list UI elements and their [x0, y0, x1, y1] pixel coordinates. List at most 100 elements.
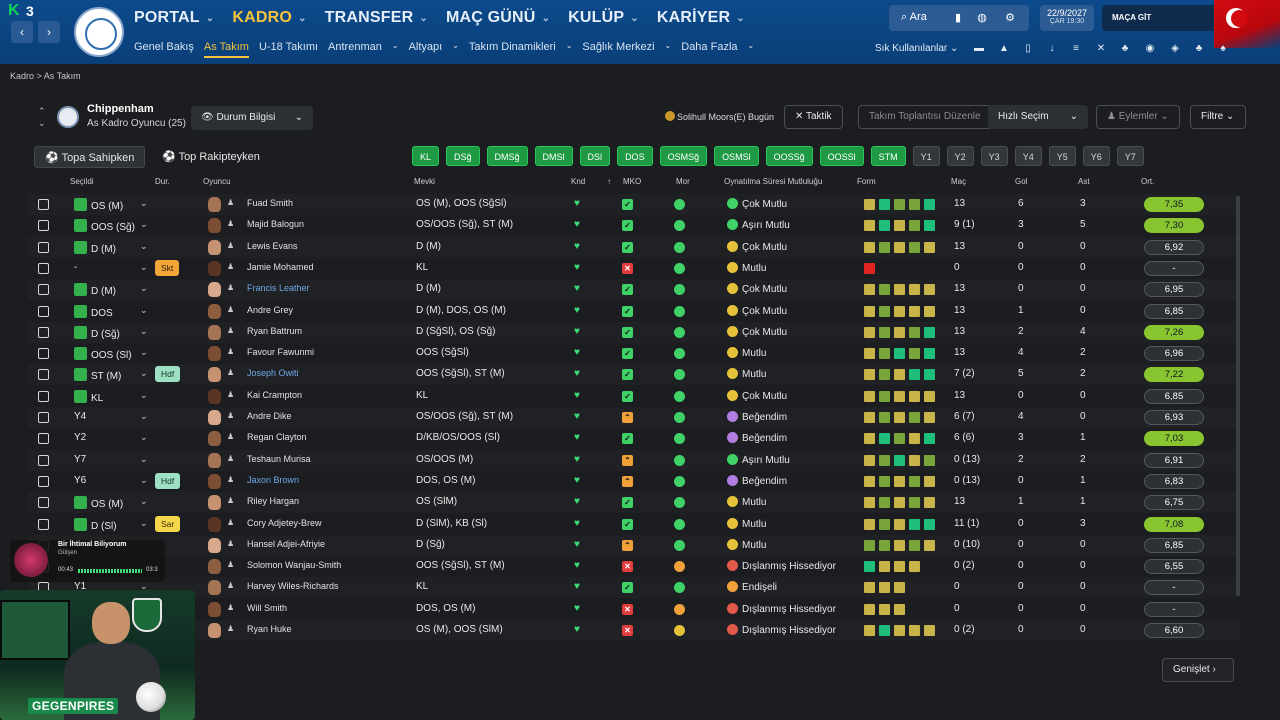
team-icon[interactable]: ♣	[1121, 43, 1129, 54]
player-name[interactable]: Regan Clayton	[247, 432, 307, 443]
actions-dropdown[interactable]: ♟ Eylemler ⌄	[1096, 105, 1180, 129]
position-filter-chip[interactable]: OOSSl	[819, 146, 864, 166]
position-filter-chip[interactable]: OOSSğ	[765, 146, 813, 166]
select-checkbox[interactable]	[38, 497, 49, 509]
globe-icon[interactable]: ◍	[977, 12, 987, 24]
selection-cell[interactable]: Y2	[74, 432, 86, 443]
position-filter-chip[interactable]: DMSl	[534, 146, 573, 166]
select-checkbox[interactable]	[38, 348, 49, 360]
chevron-down-icon[interactable]: ⌄	[140, 581, 148, 592]
nav-transfer[interactable]: TRANSFER ⌄	[325, 9, 428, 27]
selection-cell[interactable]: DOS	[74, 304, 113, 319]
player-name[interactable]: Lewis Evans	[247, 240, 298, 251]
badge-icon[interactable]: ◉	[1145, 43, 1155, 54]
nav-ma-g-n-[interactable]: MAÇ GÜNÜ ⌄	[446, 9, 550, 27]
table-row[interactable]: ST (M) ⌄ Hdf ♟ Joseph Owiti OOS (SğSl), ST (M…	[28, 364, 1240, 386]
subnav-item[interactable]: Altyapı	[408, 41, 443, 53]
selection-cell[interactable]: Y4	[74, 411, 86, 422]
position-filter-chip[interactable]: Y3	[980, 146, 1008, 166]
tactics-icon[interactable]: ✕	[1096, 43, 1106, 54]
chevron-down-icon[interactable]: ⌄	[140, 517, 148, 528]
group-icon[interactable]: ♣	[1195, 43, 1203, 54]
position-filter-chip[interactable]: Y7	[1116, 146, 1144, 166]
col-goals[interactable]: Gol	[1015, 177, 1028, 186]
table-row[interactable]: Y2 ⌄ ♟ Regan Clayton D/KB/OS/OOS (Sl) ♥ ✓ Beğen…	[28, 428, 1240, 449]
quick-select-button[interactable]: Hızlı Seçim ⌄	[988, 105, 1088, 129]
expand-button[interactable]: Genişlet ›	[1162, 658, 1234, 682]
position-filter-chip[interactable]: KL	[412, 146, 440, 166]
table-row[interactable]: Y6 ⌄ Hdf ♟ Jaxon Brown DOS, OS (M) ♥ ⌃ Beğendim 0…	[28, 471, 1240, 492]
player-name[interactable]: Will Smith	[247, 602, 287, 613]
selection-cell[interactable]: OOS (Sl)	[74, 347, 132, 361]
team-meeting-button[interactable]: Takım Toplantısı Düzenle	[858, 105, 992, 129]
chevron-down-icon[interactable]: ⌄	[140, 389, 148, 400]
subnav-item[interactable]: As Takım	[203, 41, 249, 58]
chevron-down-icon[interactable]: ⌄	[140, 411, 148, 421]
select-checkbox[interactable]	[38, 262, 49, 274]
selection-cell[interactable]: -	[74, 262, 77, 273]
chevron-down-icon[interactable]: ⌄	[140, 432, 148, 443]
selection-cell[interactable]: D (M)	[74, 240, 116, 255]
chevron-down-icon[interactable]: ⌄	[140, 496, 148, 507]
col-mko[interactable]: MKO	[623, 177, 642, 186]
next-match-label[interactable]: Solihull Moors(E) Bugün	[665, 111, 774, 122]
table-row[interactable]: ♟ Ryan Huke OS (M), OOS (SlM) ♥ ✕ Dışlanmış H…	[28, 620, 1240, 641]
player-name[interactable]: Jaxon Brown	[247, 474, 300, 485]
continue-button[interactable]: MAÇA GİT	[1102, 5, 1220, 31]
people-icon[interactable]: ♠	[1220, 43, 1226, 54]
table-row[interactable]: DOS ⌄ ♟ Andre Grey D (M), DOS, OS (M) ♥ ✓ Çok M…	[28, 301, 1240, 322]
table-row[interactable]: OOS (Sğ) ⌄ ♟ Majid Balogun OS/OOS (Sğ), ST (…	[28, 215, 1240, 236]
col-apps[interactable]: Maç	[951, 177, 967, 186]
player-name[interactable]: Joseph Owiti	[247, 368, 299, 379]
forward-button[interactable]: ›	[38, 21, 60, 43]
chat-icon[interactable]: ▬	[974, 43, 984, 54]
clipboard-icon[interactable]: ▮	[954, 12, 962, 24]
nav-kadro[interactable]: KADRO ⌄	[232, 9, 306, 27]
back-button[interactable]: ‹	[11, 21, 33, 43]
tactic-button[interactable]: ✕ Taktik	[784, 105, 843, 129]
position-filter-chip[interactable]: Y2	[946, 146, 974, 166]
shirt-icon[interactable]: ▲	[999, 43, 1009, 54]
chevron-down-icon[interactable]: ⌄	[140, 219, 148, 230]
subnav-item[interactable]: Daha Fazla	[681, 41, 738, 53]
select-checkbox[interactable]	[38, 412, 49, 423]
selection-cell[interactable]: OOS (Sğ)	[74, 219, 135, 233]
notes-icon[interactable]: ▯	[1025, 43, 1031, 54]
position-filter-chip[interactable]: DOS	[617, 146, 653, 166]
table-row[interactable]: Y4 ⌄ ♟ Andre Dike OS/OOS (Sğ), ST (M) ♥ ⌃ Beğen…	[28, 407, 1240, 428]
col-assists[interactable]: Ast	[1078, 177, 1090, 186]
table-row[interactable]: OS (M) ⌄ ♟ Riley Hargan OS (SlM) ♥ ✓ Mutlu 13 1 1 6…	[28, 492, 1240, 514]
player-name[interactable]: Andre Dike	[247, 411, 292, 421]
tab-in-possession[interactable]: ⚽ Topa Sahipken	[34, 146, 146, 168]
col-player[interactable]: Oyuncu	[203, 177, 231, 186]
date-box[interactable]: 22/9/2027 ÇAR 19:30	[1040, 5, 1094, 31]
nav-kari-yer[interactable]: KARİYER ⌄	[657, 9, 745, 27]
selection-cell[interactable]: Y6	[74, 475, 86, 486]
select-checkbox[interactable]	[38, 518, 49, 530]
selection-cell[interactable]: OS (M)	[74, 496, 123, 510]
select-checkbox[interactable]	[38, 369, 49, 381]
selection-cell[interactable]: D (Sğ)	[74, 325, 120, 340]
position-filter-chip[interactable]: Y5	[1048, 146, 1076, 166]
selection-cell[interactable]: Y7	[74, 454, 86, 465]
subnav-item[interactable]: Genel Bakış	[134, 41, 194, 53]
chevron-down-icon[interactable]: ⌄	[140, 368, 148, 379]
col-rating[interactable]: Ort.	[1141, 177, 1155, 186]
position-filter-chip[interactable]: Y4	[1014, 146, 1042, 166]
player-name[interactable]: Teshaun Murisa	[247, 453, 311, 464]
col-morale[interactable]: Mor	[676, 177, 690, 186]
col-position[interactable]: Mevki	[414, 177, 435, 186]
search-box[interactable]: ⌕ Ara	[889, 5, 1029, 31]
table-row[interactable]: D (Sğ) ⌄ ♟ Ryan Battrum D (SğSl), OS (Sğ) ♥ ✓ Ç…	[28, 321, 1240, 343]
col-form[interactable]: Form	[857, 177, 876, 186]
sort-arrow-icon[interactable]: ↑	[607, 177, 611, 186]
chevron-down-icon[interactable]: ⌄	[140, 453, 148, 464]
table-row[interactable]: D (M) ⌄ ♟ Lewis Evans D (M) ♥ ✓ Çok Mutlu 13 0 0 6,…	[28, 236, 1240, 258]
tab-out-of-possession[interactable]: ⚽ Top Rakipteyken	[162, 151, 260, 163]
player-name[interactable]: Ryan Huke	[247, 624, 292, 634]
table-row[interactable]: Y1 ⌄ ♟ Harvey Wiles-Richards KL ♥ ✓ Endişeli 0 0 0…	[28, 577, 1240, 599]
table-row[interactable]: OOS (Sl) ⌄ ♟ Favour Fawunmi OOS (SğSl) ♥ ✓ Mutl…	[28, 343, 1240, 364]
table-row[interactable]: ♟ Will Smith DOS, OS (M) ♥ ✕ Dışlanmış Hissed…	[28, 599, 1240, 620]
download-icon[interactable]: ↓	[1049, 43, 1055, 54]
table-row[interactable]: D (Sl) ⌄ Sar ♟ Cory Adjetey-Brew D (SlM), KB …	[28, 514, 1240, 535]
